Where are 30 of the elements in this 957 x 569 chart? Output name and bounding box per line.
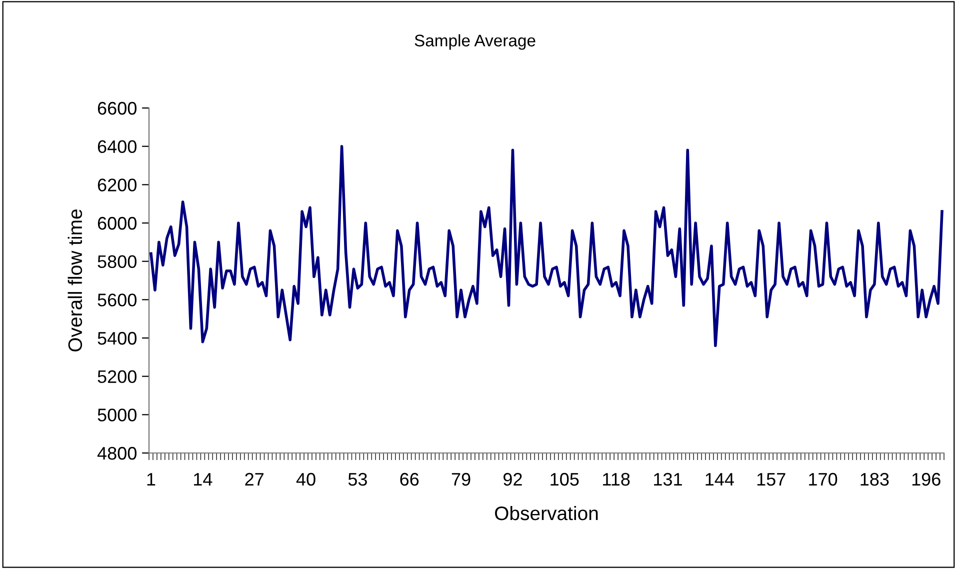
chart-title: Sample Average <box>414 34 536 50</box>
x-tick-label: 66 <box>400 472 419 486</box>
x-tick-label: 14 <box>194 473 212 486</box>
x-tick-label: 53 <box>348 472 367 486</box>
y-tick-label: 6000 <box>98 216 136 230</box>
y-tick-label: 5000 <box>98 408 136 422</box>
y-tick-label: 6200 <box>98 178 136 192</box>
x-tick-label: 157 <box>757 473 786 486</box>
y-tick-label: 6600 <box>98 102 136 115</box>
x-tick-label: 27 <box>245 472 264 486</box>
x-tick-label: 131 <box>654 472 682 486</box>
y-tick-label: 5800 <box>98 255 136 268</box>
x-tick-label: 118 <box>603 472 630 486</box>
y-tick-label: 5200 <box>98 370 136 384</box>
x-tick-label: 196 <box>912 472 940 486</box>
x-tick-label: 170 <box>809 472 838 486</box>
x-tick-label: 79 <box>452 472 470 486</box>
x-tick-label: 1 <box>147 473 156 486</box>
x-axis-title: Observation <box>495 506 598 520</box>
x-tick-label: 105 <box>550 472 579 486</box>
x-tick-label: 144 <box>706 473 734 486</box>
y-tick-label: 6400 <box>98 140 136 154</box>
y-tick-label: 5600 <box>98 294 136 306</box>
y-axis-title: Overall flow time <box>68 210 82 352</box>
x-tick-label: 183 <box>860 472 889 486</box>
x-tick-label: 40 <box>296 472 316 486</box>
line-series <box>150 144 944 348</box>
y-tick-label: 5400 <box>98 332 136 345</box>
y-tick-label: 4800 <box>97 446 136 460</box>
x-tick-label: 92 <box>504 472 522 486</box>
